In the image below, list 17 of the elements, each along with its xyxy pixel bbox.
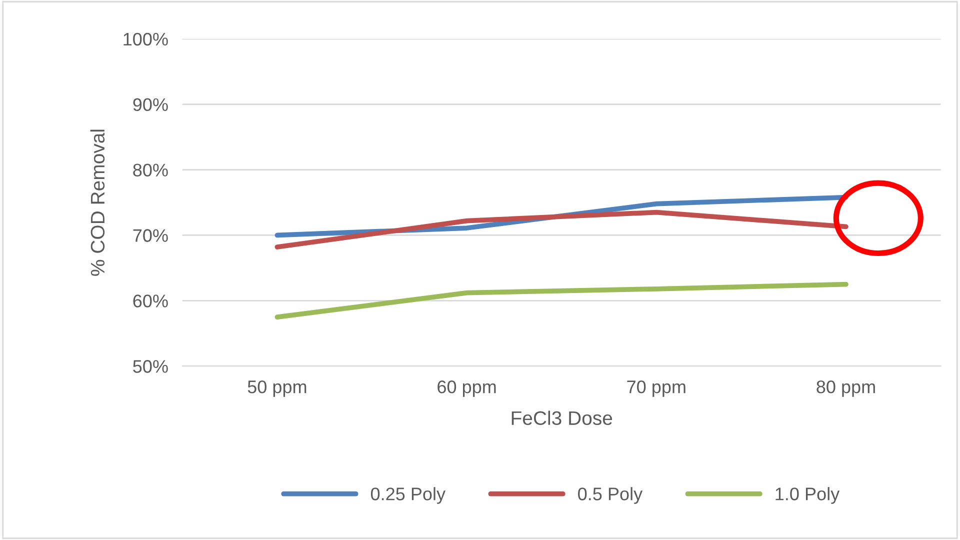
x-tick-label: 50 ppm xyxy=(248,380,306,397)
y-tick-label: 80% xyxy=(133,164,168,176)
line-series xyxy=(274,210,848,250)
y-tick-label: 100% xyxy=(124,32,168,46)
x-tick-label: 60 ppm xyxy=(438,380,496,397)
legend-label: 0.5 Poly xyxy=(578,487,643,504)
y-tick-label: 70% xyxy=(133,229,168,242)
y-tick-label: 50% xyxy=(133,360,168,373)
line-series xyxy=(274,282,848,320)
y-tick-label: 90% xyxy=(133,98,168,112)
y-tick-label: 60% xyxy=(133,294,168,308)
y-axis-title: % COD Removal xyxy=(90,130,105,276)
x-tick-label: 80 ppm xyxy=(816,380,875,397)
x-axis-title: FeCl3 Dose xyxy=(512,410,612,426)
legend-label: 1.0 Poly xyxy=(776,487,840,504)
legend-label: 0.25 Poly xyxy=(370,487,446,504)
x-tick-label: 70 ppm xyxy=(627,380,686,397)
